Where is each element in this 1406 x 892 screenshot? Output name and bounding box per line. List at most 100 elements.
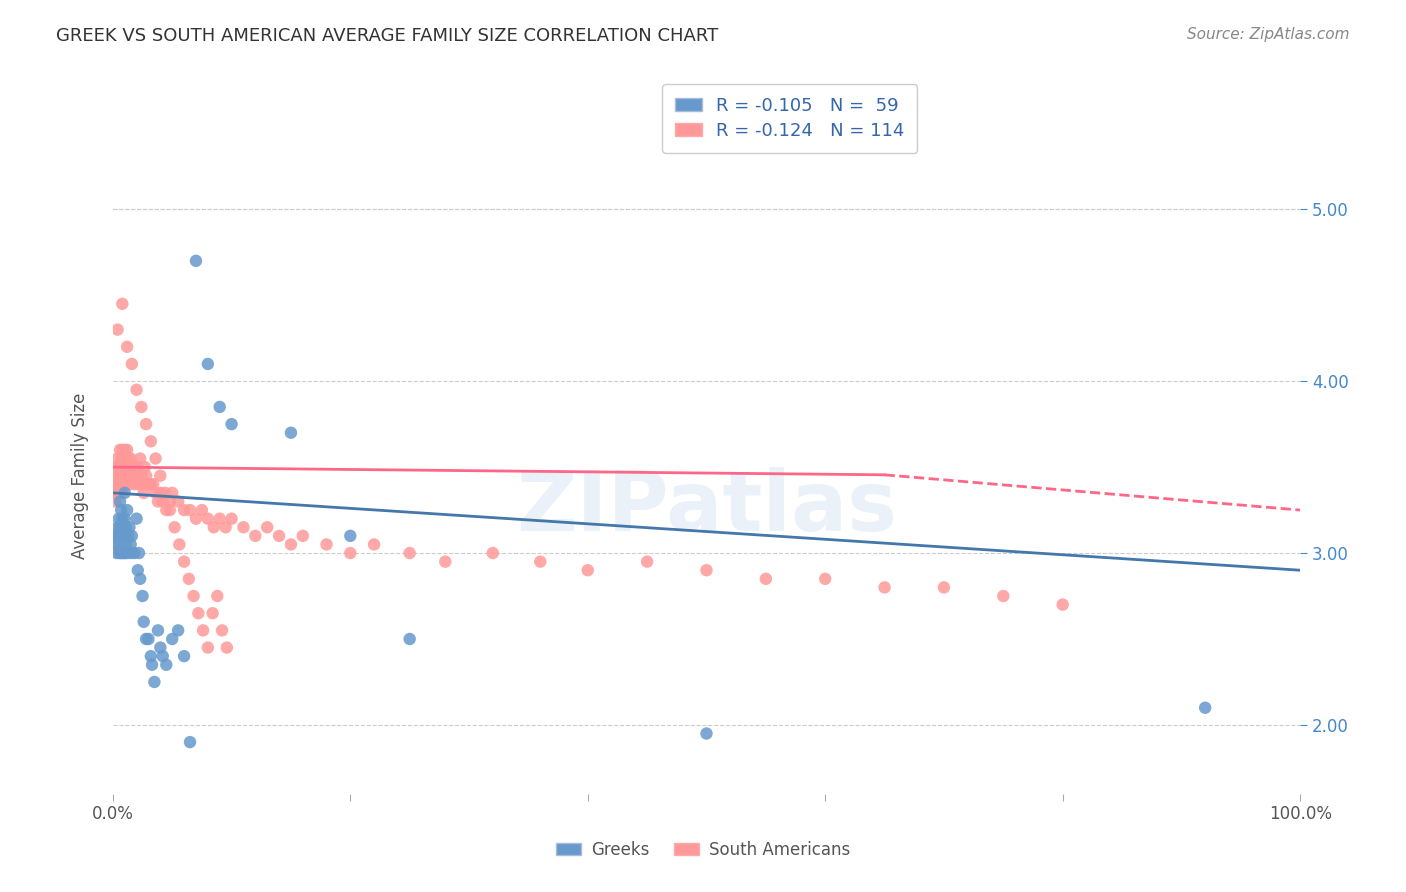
Point (993, 589, 1015, 603)
Point (125, 383, 148, 397)
Point (159, 494, 181, 508)
Point (146, 624, 169, 638)
Point (155, 657, 177, 672)
Point (107, 468, 129, 483)
Point (111, 297, 134, 311)
Point (221, 417, 243, 431)
Point (1052, 598, 1074, 612)
Point (207, 589, 229, 603)
Point (107, 486, 129, 500)
Point (135, 632, 157, 646)
Point (107, 529, 129, 543)
Point (127, 460, 149, 475)
Point (115, 520, 138, 534)
Point (179, 503, 201, 517)
Text: ZIPatlas: ZIPatlas (516, 467, 897, 548)
Point (121, 529, 143, 543)
Point (529, 555, 551, 569)
Point (291, 529, 314, 543)
Point (107, 322, 129, 336)
Point (576, 563, 599, 577)
Point (131, 477, 153, 491)
Point (135, 417, 157, 431)
Point (107, 451, 129, 466)
Point (139, 477, 162, 491)
Point (932, 581, 955, 595)
Point (131, 589, 153, 603)
Point (145, 451, 167, 466)
Point (135, 468, 157, 483)
Point (129, 572, 152, 586)
Point (120, 468, 142, 483)
Point (112, 529, 135, 543)
Point (115, 468, 138, 483)
Point (814, 572, 837, 586)
Point (208, 400, 231, 414)
Point (208, 511, 231, 525)
Point (398, 632, 420, 646)
Point (107, 520, 129, 534)
Point (755, 572, 778, 586)
Point (111, 460, 134, 475)
Point (191, 624, 214, 638)
Point (108, 477, 131, 491)
Point (117, 451, 139, 466)
Point (159, 503, 181, 517)
Point (105, 460, 128, 475)
Point (127, 563, 149, 577)
Point (152, 494, 174, 508)
Point (184, 253, 207, 268)
Point (121, 357, 143, 371)
Point (118, 477, 141, 491)
Point (163, 520, 186, 534)
Point (115, 442, 138, 457)
Point (105, 468, 128, 483)
Point (112, 451, 135, 466)
Y-axis label: Average Family Size: Average Family Size (72, 392, 89, 559)
Point (128, 546, 150, 560)
Point (695, 563, 717, 577)
Text: GREEK VS SOUTH AMERICAN AVERAGE FAMILY SIZE CORRELATION CHART: GREEK VS SOUTH AMERICAN AVERAGE FAMILY S… (56, 27, 718, 45)
Point (202, 520, 225, 534)
Point (160, 632, 183, 646)
Point (115, 546, 138, 560)
Point (152, 649, 174, 664)
Point (112, 468, 135, 483)
Point (139, 649, 162, 664)
Point (115, 451, 138, 466)
Point (122, 546, 145, 560)
Point (104, 494, 127, 508)
Legend: R = -0.105   N =  59, R = -0.124   N = 114: R = -0.105 N = 59, R = -0.124 N = 114 (662, 84, 917, 153)
Point (110, 503, 132, 517)
Point (315, 537, 337, 551)
Point (129, 451, 152, 466)
Point (280, 425, 302, 440)
Point (139, 434, 162, 449)
Point (105, 486, 128, 500)
Point (363, 537, 385, 551)
Point (111, 442, 134, 457)
Point (211, 624, 233, 638)
Point (115, 537, 138, 551)
Point (197, 640, 219, 655)
Point (1194, 700, 1216, 714)
Point (138, 477, 160, 491)
Point (138, 632, 160, 646)
Point (114, 442, 136, 457)
Point (117, 529, 139, 543)
Point (131, 468, 153, 483)
Point (695, 726, 717, 740)
Point (107, 477, 129, 491)
Point (183, 589, 205, 603)
Point (120, 546, 142, 560)
Point (245, 529, 267, 543)
Point (339, 529, 361, 543)
Point (114, 477, 136, 491)
Point (481, 546, 503, 560)
Point (143, 675, 166, 690)
Text: Source: ZipAtlas.com: Source: ZipAtlas.com (1187, 27, 1350, 42)
Point (256, 520, 278, 534)
Point (149, 486, 172, 500)
Point (169, 537, 191, 551)
Point (873, 581, 896, 595)
